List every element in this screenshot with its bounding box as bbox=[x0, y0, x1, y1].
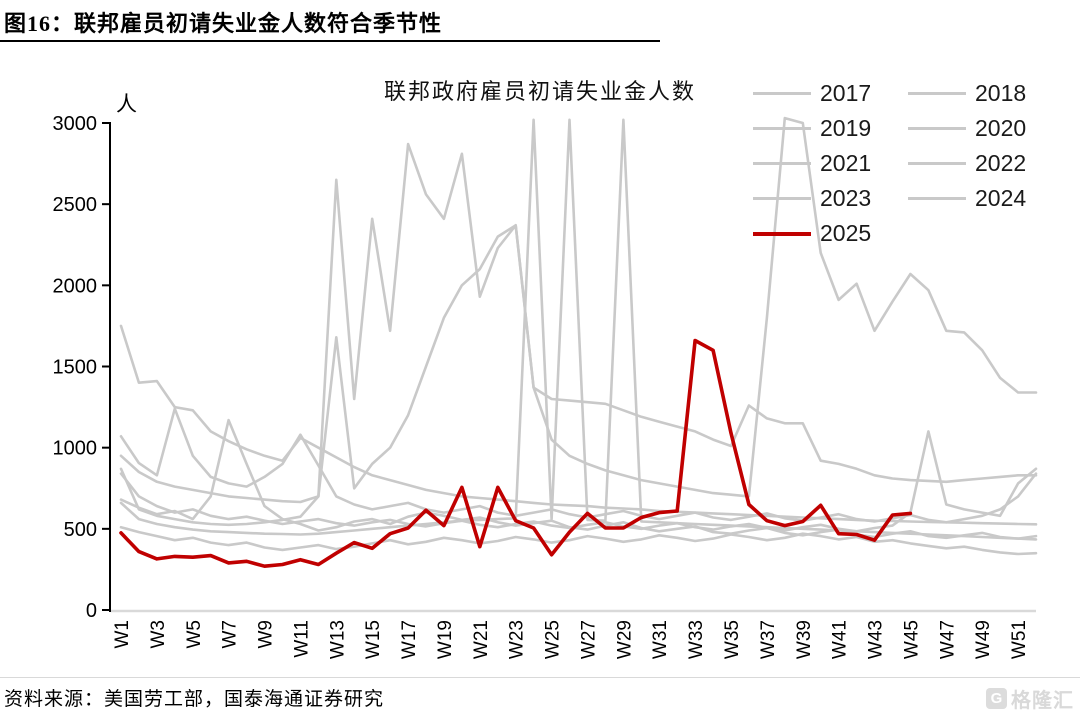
legend-label-2017: 2017 bbox=[820, 80, 872, 106]
legend-label-2020: 2020 bbox=[975, 115, 1027, 141]
x-tick-label: W51 bbox=[1009, 620, 1030, 659]
legend-item-2023: 2023 bbox=[753, 181, 908, 216]
chart-title: 联邦政府雇员初请失业金人数 bbox=[383, 79, 696, 104]
footer-divider bbox=[0, 677, 1080, 678]
x-tick-label: W23 bbox=[507, 620, 528, 659]
y-tick-label: 2500 bbox=[53, 194, 98, 216]
y-tick-label: 2000 bbox=[53, 275, 98, 297]
series-2021 bbox=[119, 224, 1038, 504]
series-2022 bbox=[119, 118, 1038, 541]
legend-swatch-2021 bbox=[753, 162, 811, 165]
series-2025 bbox=[119, 338, 913, 569]
y-axis-unit-label: 人 bbox=[116, 92, 137, 116]
x-tick-label: W31 bbox=[650, 620, 671, 659]
legend-label-2022: 2022 bbox=[975, 150, 1027, 176]
legend-item-2025: 2025 bbox=[753, 216, 908, 251]
x-tick-label: W35 bbox=[722, 620, 743, 659]
legend: 2017 2018 2019 2020 2021 2022 2023 2024 2025 bbox=[753, 76, 1063, 251]
gelonghui-logo-icon: G bbox=[986, 688, 1007, 709]
y-tick-label: 3000 bbox=[53, 113, 98, 135]
y-tick-label: 1000 bbox=[53, 438, 98, 460]
figure-title: 图16：联邦雇员初请失业金人数符合季节性 bbox=[4, 11, 443, 36]
x-tick-label: W45 bbox=[901, 620, 922, 659]
legend-label-2024: 2024 bbox=[975, 185, 1027, 211]
y-tick-label: 1500 bbox=[53, 357, 98, 379]
x-tick-label: W29 bbox=[614, 620, 635, 659]
x-tick-label: W19 bbox=[435, 620, 456, 659]
legend-swatch-2020 bbox=[908, 127, 966, 130]
legend-label-2021: 2021 bbox=[820, 150, 872, 176]
x-tick-label: W13 bbox=[327, 620, 348, 659]
x-tick-label: W11 bbox=[291, 620, 312, 658]
legend-item-2022: 2022 bbox=[908, 146, 1063, 181]
legend-swatch-2018 bbox=[908, 92, 966, 95]
title-underline bbox=[0, 40, 660, 42]
legend-label-2018: 2018 bbox=[975, 80, 1027, 106]
x-tick-label: W25 bbox=[543, 620, 564, 659]
series-2018 bbox=[119, 418, 1038, 540]
legend-item-2020: 2020 bbox=[908, 111, 1063, 146]
legend-item-2017: 2017 bbox=[753, 76, 908, 111]
x-tick-label: W9 bbox=[256, 620, 277, 649]
chart-canvas: 0 500 1000 1500 2000 2500 3000 W1 W3 W5 W7 W9 W11 W13… bbox=[53, 113, 1038, 659]
x-tick-label: W33 bbox=[686, 620, 707, 659]
watermark-text: 格隆汇 bbox=[1011, 690, 1074, 712]
series-2023 bbox=[119, 407, 1038, 524]
x-tick-label: W21 bbox=[471, 620, 492, 659]
x-tick-label: W1 bbox=[112, 620, 133, 649]
watermark: G 格隆汇 bbox=[986, 684, 1074, 713]
legend-swatch-2019 bbox=[753, 127, 811, 130]
legend-swatch-2023 bbox=[753, 197, 811, 200]
x-tick-label: W43 bbox=[866, 620, 887, 659]
legend-item-2019: 2019 bbox=[753, 111, 908, 146]
legend-swatch-2022 bbox=[908, 162, 966, 165]
legend-item-2018: 2018 bbox=[908, 76, 1063, 111]
series-2017 bbox=[119, 525, 1038, 556]
legend-label-2023: 2023 bbox=[820, 185, 872, 211]
legend-swatch-2024 bbox=[908, 197, 966, 200]
x-axis-labels: W1 W3 W5 W7 W9 W11 W13 W15 W17 W19 W21 W23 W25 W27 W29… bbox=[112, 620, 1030, 659]
x-tick-label: W3 bbox=[148, 620, 169, 649]
x-tick-label: W41 bbox=[830, 620, 851, 659]
x-tick-label: W37 bbox=[758, 620, 779, 659]
y-tick-label: 500 bbox=[64, 519, 97, 541]
y-tick-label: 0 bbox=[86, 600, 97, 622]
x-tick-label: W47 bbox=[937, 620, 958, 659]
y-axis: 0 500 1000 1500 2000 2500 3000 bbox=[53, 113, 111, 622]
source-text: 资料来源：美国劳工部，国泰海通证券研究 bbox=[4, 689, 385, 710]
x-tick-label: W17 bbox=[399, 620, 420, 659]
x-tick-label: W49 bbox=[973, 620, 994, 659]
legend-item-2024: 2024 bbox=[908, 181, 1063, 216]
x-tick-label: W27 bbox=[578, 620, 599, 659]
legend-item-2021: 2021 bbox=[753, 146, 908, 181]
legend-label-2025: 2025 bbox=[820, 220, 872, 246]
x-tick-label: W7 bbox=[220, 620, 241, 649]
legend-swatch-2025 bbox=[753, 231, 811, 236]
x-tick-label: W5 bbox=[184, 620, 205, 649]
legend-swatch-2017 bbox=[753, 92, 811, 95]
x-tick-label: W15 bbox=[363, 620, 384, 659]
x-tick-label: W39 bbox=[794, 620, 815, 659]
legend-label-2019: 2019 bbox=[820, 115, 872, 141]
